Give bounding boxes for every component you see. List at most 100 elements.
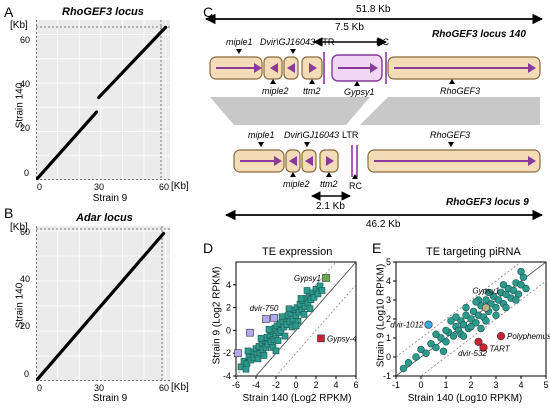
data-point	[472, 298, 480, 306]
data-point	[477, 324, 485, 333]
locus-140-label: RhoGEF3 locus 140	[432, 29, 526, 40]
synteny-shade-left	[210, 97, 370, 125]
data-point	[449, 332, 458, 340]
data-point	[489, 292, 498, 300]
gene-miple2-bottom: miple2	[283, 179, 310, 189]
data-point	[447, 317, 455, 325]
highlight-point	[474, 337, 483, 346]
data-point	[422, 349, 430, 357]
locus-140-track	[209, 52, 541, 84]
y-tick-label: 2	[386, 314, 391, 324]
data-point	[442, 338, 450, 346]
data-point	[467, 315, 475, 323]
y-tick-label: -1	[383, 371, 391, 381]
y-tick-label: 0	[386, 352, 391, 362]
data-point	[244, 347, 252, 355]
panel-b-xlabel: Strain 9	[92, 393, 128, 404]
data-point	[492, 303, 500, 312]
y-tick-label: 0	[226, 325, 231, 335]
data-point	[452, 313, 460, 321]
data-point	[257, 335, 265, 342]
data-point	[265, 325, 273, 333]
data-point	[412, 353, 420, 361]
panel-a-y-unit: [Kb]	[10, 20, 28, 31]
data-point	[274, 337, 282, 344]
y-tick-label: -4	[223, 371, 231, 381]
data-point	[303, 287, 311, 294]
panel-a-ytick-60: 60	[20, 35, 31, 45]
data-point	[517, 267, 525, 276]
data-point	[318, 287, 326, 294]
data-point	[482, 317, 490, 325]
panel-b-ytick-20: 20	[20, 321, 31, 331]
locus-diagram	[204, 13, 544, 221]
panel-b-ytick-40: 40	[20, 274, 31, 284]
gene-dvir-top: Dvir\GJ16043	[260, 37, 316, 47]
gene-rhogef3-top: RhoGEF3	[440, 86, 481, 96]
data-point	[432, 330, 440, 338]
panel-letter-b: B	[4, 205, 14, 221]
inner-span-bottom-label: 2.1 Kb	[316, 201, 345, 212]
panel-a-title: RhoGEF3 locus	[62, 6, 144, 18]
highlight-point	[322, 274, 330, 282]
gene-ttm2-bottom: ttm2	[320, 179, 338, 189]
data-point	[417, 345, 425, 354]
gene-rc-bottom: RC	[349, 181, 362, 191]
panel-a-ytick-20: 20	[20, 123, 31, 133]
panel-letter-e: E	[372, 240, 382, 256]
data-point	[437, 334, 445, 342]
highlight-label: Gypsy1	[472, 287, 499, 296]
x-tick-label: 4	[333, 380, 338, 390]
x-tick-label: 0	[418, 380, 423, 390]
data-point	[314, 290, 322, 298]
panel-a-ytick-0: 0	[24, 168, 30, 178]
x-tick-label: 0	[293, 380, 298, 390]
data-point	[285, 305, 293, 313]
data-point	[442, 326, 450, 335]
data-point	[432, 343, 440, 352]
gene-ltr-bottom: LTR	[342, 130, 359, 140]
data-point	[292, 322, 300, 330]
panel-e-title: TE targeting piRNA	[426, 246, 521, 258]
x-tick-label: -6	[232, 380, 240, 390]
panel-b-xtick-0: 0	[37, 383, 43, 393]
panel-b-xtick-30: 30	[94, 383, 105, 393]
y-tick-label: 1	[386, 333, 391, 343]
data-point	[512, 296, 520, 304]
gene-rhogef3-bottom: RhoGEF3	[430, 130, 471, 140]
data-point	[499, 281, 508, 289]
y-tick-label: -2	[223, 348, 231, 358]
data-point	[509, 286, 518, 295]
gene-miple1-bottom: miple1	[248, 130, 275, 140]
y-tick-label: 3	[386, 295, 391, 305]
data-point	[472, 319, 480, 327]
data-point	[462, 311, 470, 319]
top-span-label: 51.8 Kb	[356, 4, 391, 15]
highlight-point	[317, 334, 325, 343]
highlight-point	[246, 328, 254, 337]
x-tick-label: -1	[392, 380, 400, 390]
alignment-segment-1	[36, 110, 99, 180]
panel-a-xtick-30: 30	[94, 182, 105, 192]
x-tick-label: -4	[252, 380, 260, 390]
data-point	[522, 284, 530, 293]
panel-a-x-unit: [Kb]	[171, 181, 189, 192]
panel-b-ytick-0: 0	[24, 369, 30, 379]
data-point	[310, 294, 318, 301]
data-point	[278, 313, 286, 321]
x-tick-label: 2	[468, 380, 473, 390]
data-point	[254, 355, 262, 363]
panel-b-xtick-60: 60	[159, 383, 170, 393]
highlight-label: dvir-1012	[390, 321, 424, 330]
data-point	[404, 358, 413, 367]
data-point	[260, 352, 268, 359]
panel-a-xtick-0: 0	[37, 182, 43, 192]
gene-miple2-top: miple2	[262, 86, 289, 96]
data-point	[272, 347, 280, 355]
panel-a-xlabel: Strain 9	[92, 193, 128, 204]
diagonal-line	[255, 262, 356, 376]
highlight-label: Gypsy1	[294, 274, 321, 283]
panel-b-plot	[36, 226, 170, 381]
bottom-span-label: 46.2 Kb	[366, 219, 401, 230]
